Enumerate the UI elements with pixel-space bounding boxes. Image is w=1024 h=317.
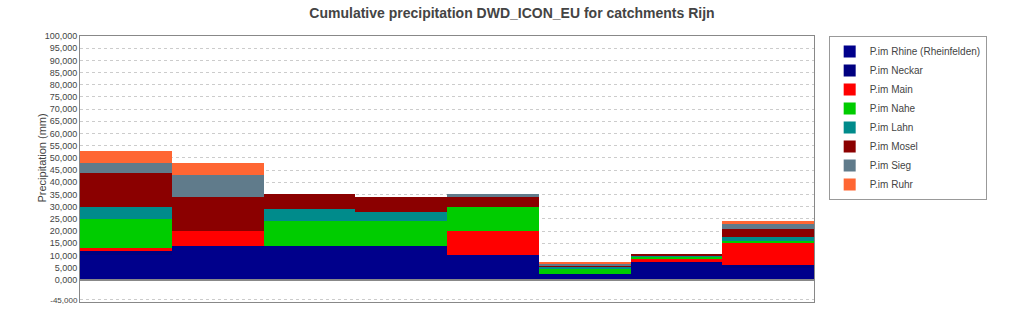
svg-text:35,000: 35,000 <box>50 190 78 200</box>
svg-text:P.im Rhine (Rheinfelden): P.im Rhine (Rheinfelden) <box>870 46 980 57</box>
svg-text:P.im Sieg: P.im Sieg <box>870 160 912 171</box>
svg-text:50,000: 50,000 <box>50 153 78 163</box>
svg-text:80,000: 80,000 <box>50 80 78 90</box>
svg-text:P.im Main: P.im Main <box>870 84 913 95</box>
svg-text:P.im Lahn: P.im Lahn <box>870 122 914 133</box>
svg-text:P.im Mosel: P.im Mosel <box>870 141 918 152</box>
svg-text:75,000: 75,000 <box>50 92 78 102</box>
svg-text:95,000: 95,000 <box>50 43 78 53</box>
svg-text:45,000: 45,000 <box>50 165 78 175</box>
svg-text:100,000: 100,000 <box>45 31 78 41</box>
svg-text:30,000: 30,000 <box>50 202 78 212</box>
svg-text:-45,000: -45,000 <box>50 296 78 305</box>
svg-text:5,000: 5,000 <box>55 263 78 273</box>
svg-text:Cumulative precipitation DWD_I: Cumulative precipitation DWD_ICON_EU for… <box>309 5 714 21</box>
svg-text:60,000: 60,000 <box>50 129 78 139</box>
svg-text:P.im Ruhr: P.im Ruhr <box>870 179 914 190</box>
svg-text:Precipitation (mm): Precipitation (mm) <box>36 113 48 202</box>
svg-text:20,000: 20,000 <box>50 226 78 236</box>
svg-text:10,000: 10,000 <box>50 251 78 261</box>
svg-text:90,000: 90,000 <box>50 56 78 66</box>
svg-text:P.im Neckar: P.im Neckar <box>870 65 924 76</box>
svg-text:55,000: 55,000 <box>50 141 78 151</box>
svg-text:85,000: 85,000 <box>50 68 78 78</box>
svg-text:0,000: 0,000 <box>55 275 78 285</box>
svg-text:25,000: 25,000 <box>50 214 78 224</box>
svg-text:P.im Nahe: P.im Nahe <box>870 103 916 114</box>
svg-text:65,000: 65,000 <box>50 116 78 126</box>
svg-text:15,000: 15,000 <box>50 238 78 248</box>
svg-text:40,000: 40,000 <box>50 177 78 187</box>
svg-text:70,000: 70,000 <box>50 104 78 114</box>
